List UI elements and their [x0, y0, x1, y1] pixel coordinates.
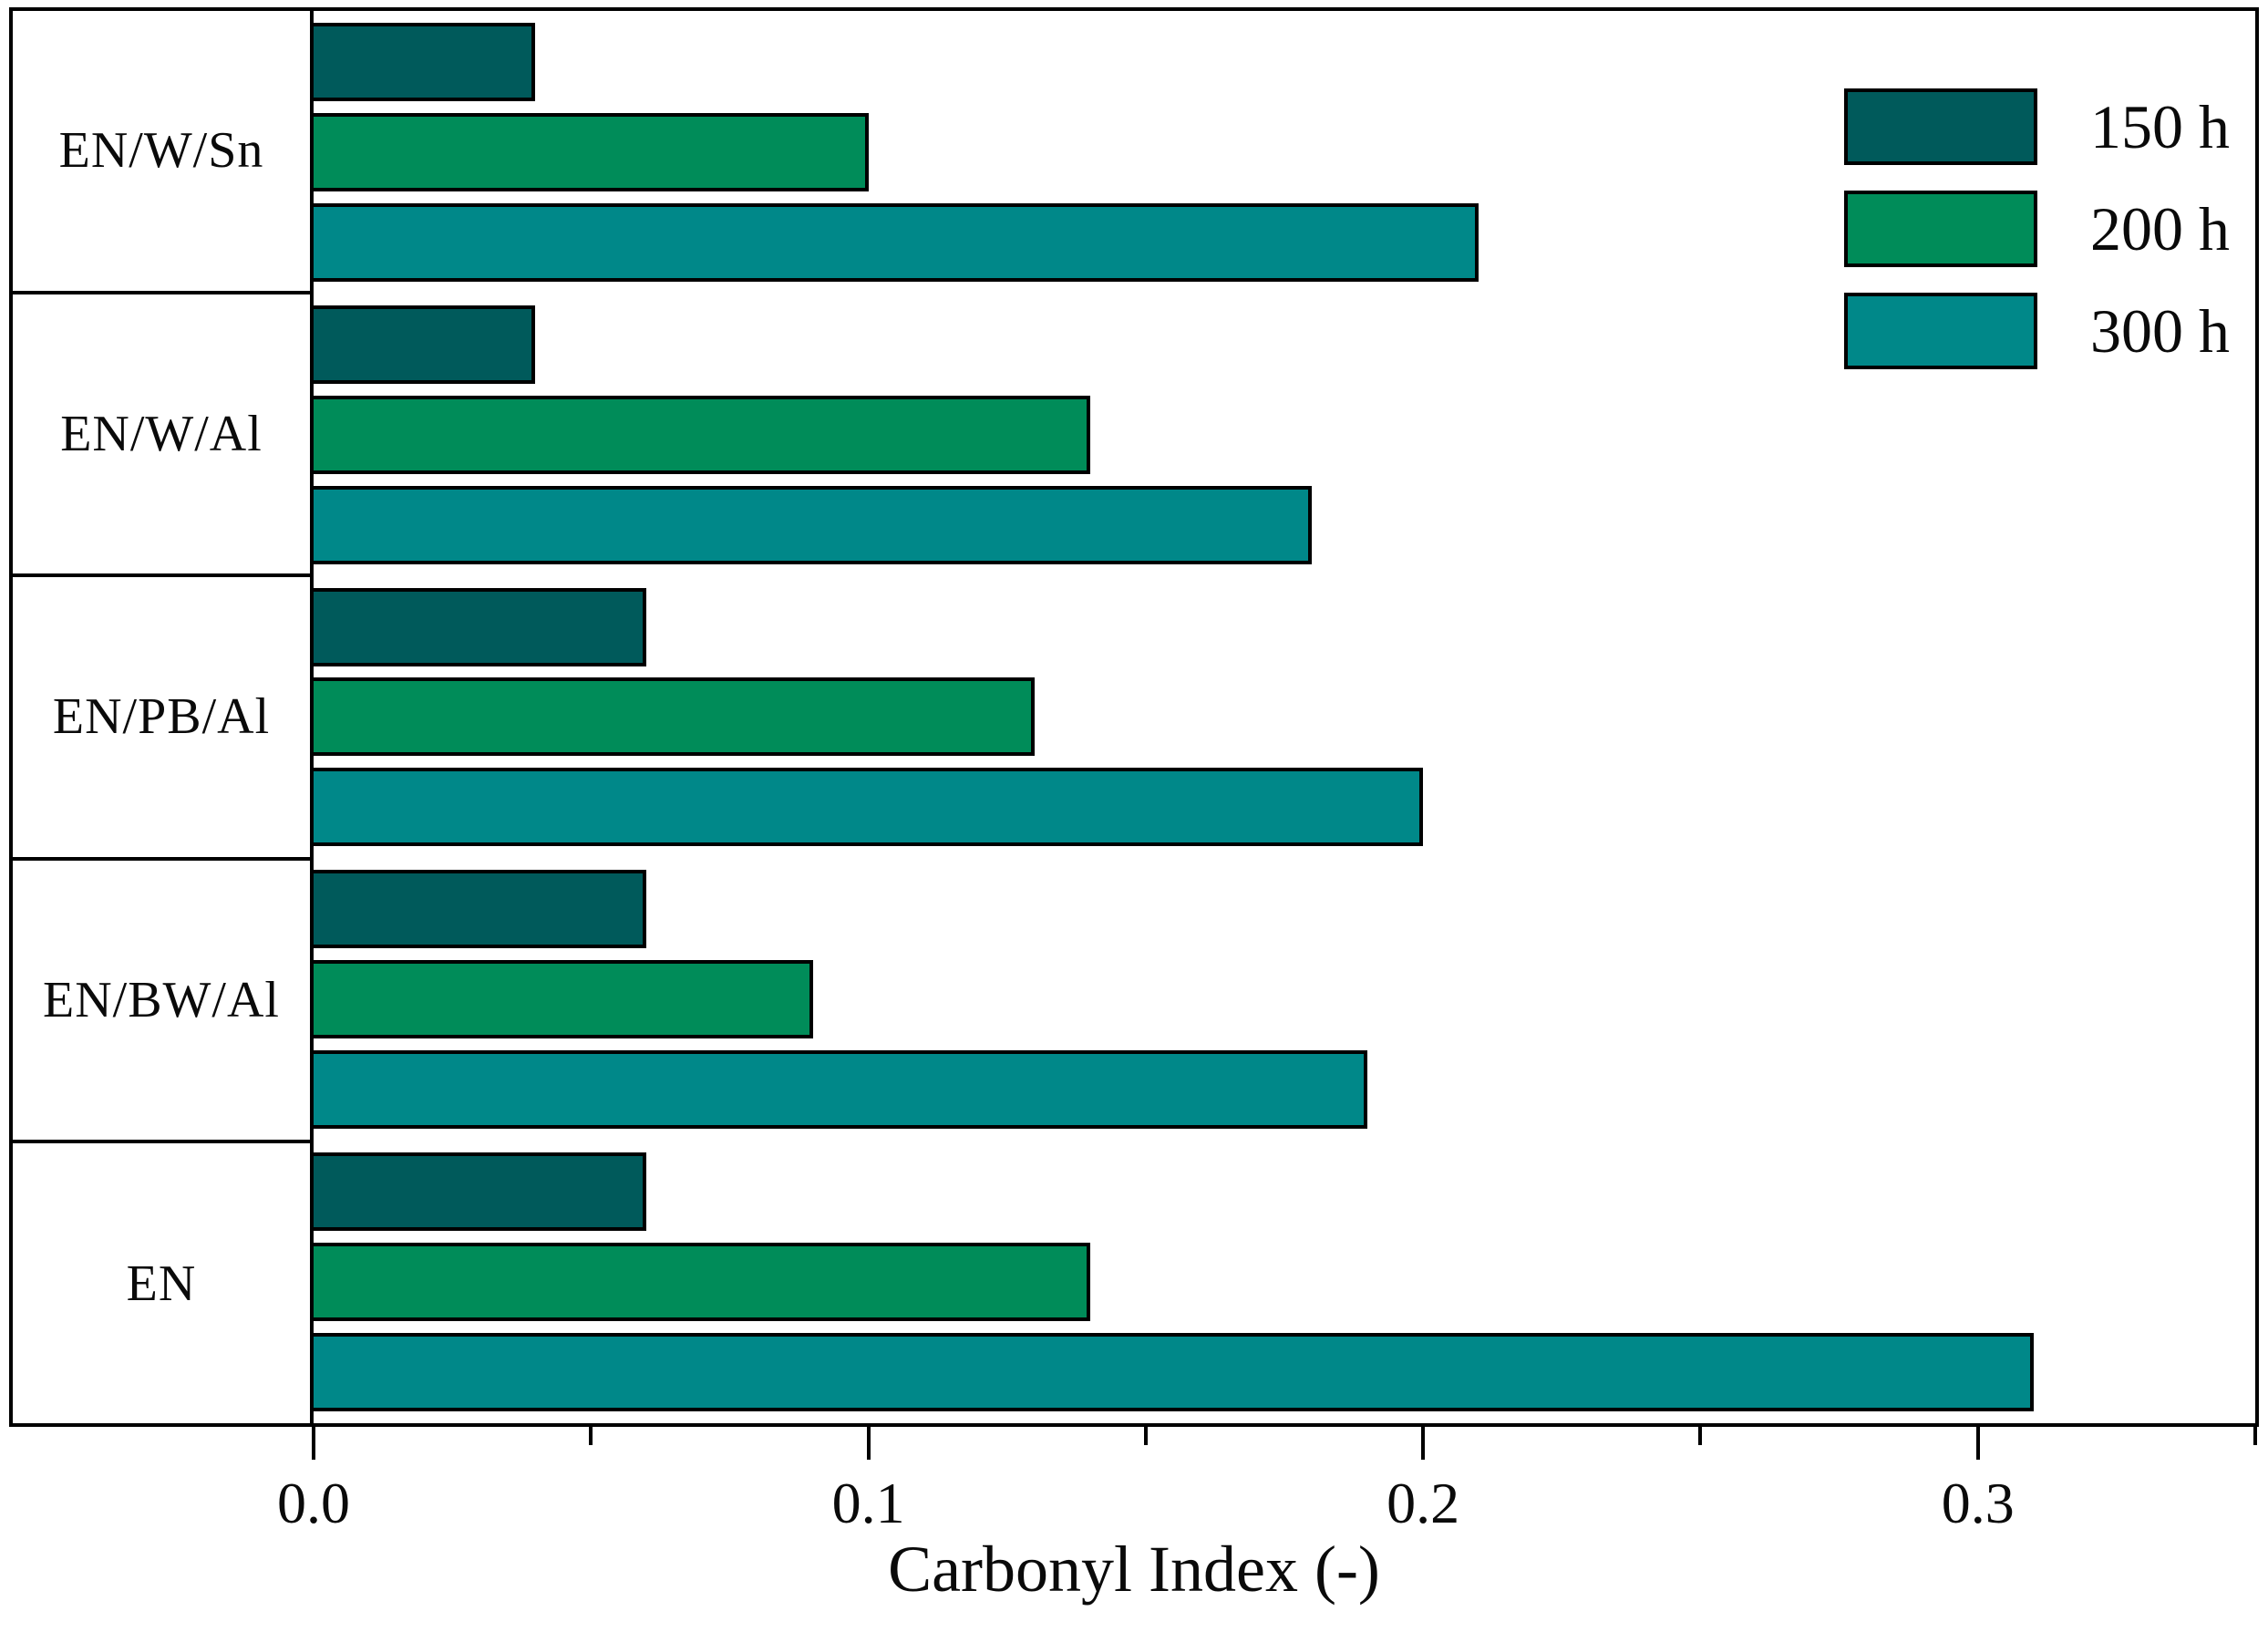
bar [314, 1243, 1090, 1322]
bar [314, 395, 1090, 474]
category-label: EN/BW/Al [13, 861, 310, 1144]
bar [314, 1050, 1368, 1130]
bar [314, 1333, 2034, 1411]
category-label: EN [126, 1255, 197, 1312]
bar-group [314, 294, 2255, 576]
bar-group [314, 1141, 2255, 1423]
legend-label: 300 h [2090, 295, 2230, 366]
legend-row: 300 h [1844, 293, 2230, 369]
x-axis-ticks [312, 1427, 2257, 1465]
legend: 150 h 200 h 300 h [1844, 88, 2230, 395]
y-axis-category-labels: EN/W/Sn EN/W/Al EN/PB/Al EN/BW/Al EN [13, 11, 314, 1423]
legend-row: 200 h [1844, 191, 2230, 267]
legend-row: 150 h [1844, 88, 2230, 165]
category-label: EN/W/Al [13, 294, 310, 578]
major-tick [1421, 1427, 1426, 1460]
x-tick-label: 0.3 [1941, 1471, 2015, 1535]
bar [314, 870, 647, 949]
bar-group [314, 11, 2255, 294]
minor-tick [2253, 1427, 2257, 1445]
legend-label: 200 h [2090, 193, 2230, 263]
bar [314, 587, 647, 666]
minor-tick [1143, 1427, 1148, 1445]
bar [314, 202, 1479, 282]
bar [314, 22, 536, 101]
major-tick [1975, 1427, 1980, 1460]
bar [314, 768, 1424, 847]
plot-area [314, 11, 2255, 1423]
legend-swatch [1844, 293, 2037, 369]
bar [314, 960, 813, 1039]
bar-group [314, 576, 2255, 859]
bar-group [314, 858, 2255, 1141]
bar [314, 112, 869, 191]
category-label: EN/W/Sn [13, 11, 310, 294]
bar [314, 485, 1313, 564]
major-tick [312, 1427, 315, 1460]
legend-swatch [1844, 191, 2037, 267]
bar [314, 1152, 647, 1232]
minor-tick [1698, 1427, 1703, 1445]
x-tick-label: 0.0 [277, 1471, 350, 1535]
minor-tick [589, 1427, 593, 1445]
x-tick-label: 0.2 [1387, 1471, 1460, 1535]
bar [314, 677, 1036, 757]
x-tick-label: 0.1 [831, 1471, 905, 1535]
category-label: EN/PB/Al [13, 577, 310, 861]
major-tick [866, 1427, 871, 1460]
legend-swatch [1844, 88, 2037, 165]
bar [314, 305, 536, 384]
legend-label: 150 h [2090, 91, 2230, 161]
x-axis-title: Carbonyl Index (-) [888, 1533, 1380, 1606]
